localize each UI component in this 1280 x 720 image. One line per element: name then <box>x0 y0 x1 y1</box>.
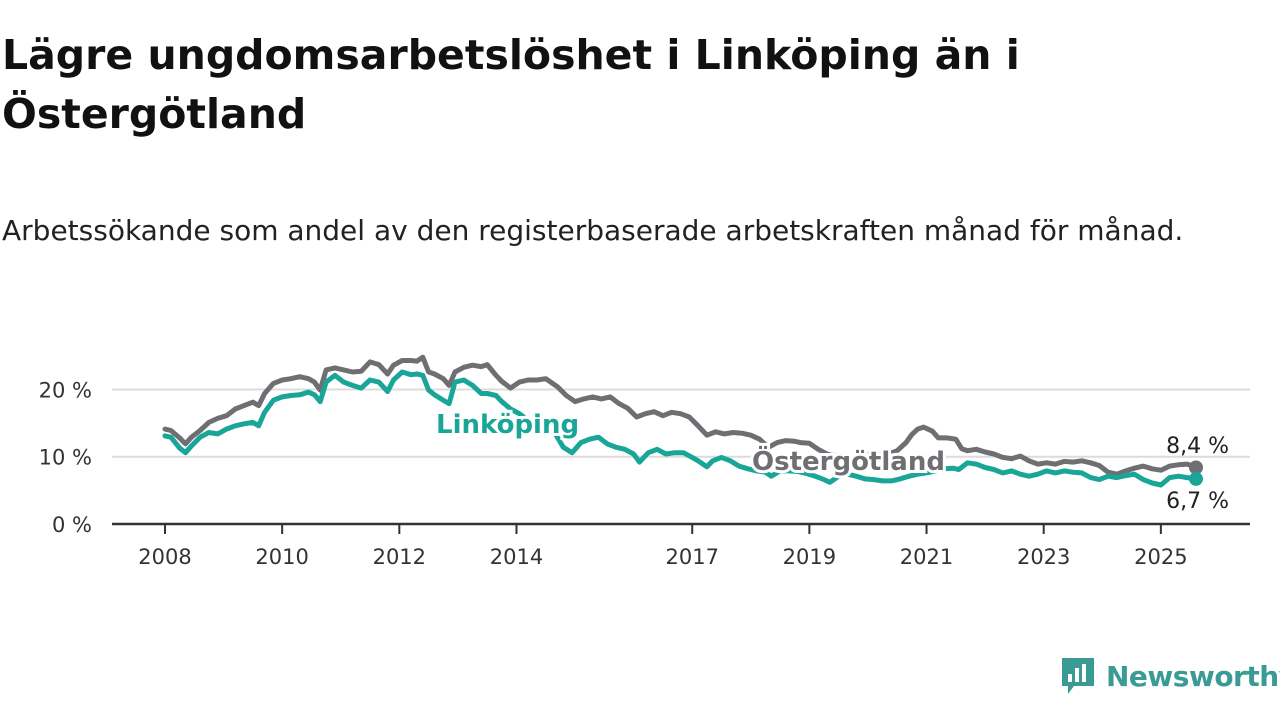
x-tick-label: 2017 <box>665 545 718 569</box>
end-point-ostergotland <box>1189 460 1203 475</box>
x-tick-label: 2008 <box>138 545 191 569</box>
gridlines <box>112 388 1250 458</box>
y-tick-label: 20 % <box>39 378 92 402</box>
series-label-linkoping: Linköping <box>436 410 579 440</box>
x-tick-label: 2010 <box>255 545 308 569</box>
y-tick-label: 10 % <box>39 446 92 470</box>
x-tick-label: 2021 <box>900 545 953 569</box>
chart-labels: Linköping Östergötland 8,4 % 6,7 % <box>433 407 1229 514</box>
x-tick-label: 2012 <box>373 545 426 569</box>
series-lines <box>162 354 1203 488</box>
axes: 0 % 10 % 20 % 2008 2010 2012 2014 2017 2019 2021 2… <box>39 378 1250 569</box>
x-tick-label: 2019 <box>783 545 836 569</box>
x-tick-label: 2023 <box>1017 545 1070 569</box>
brand-logo: Newsworthy <box>1060 654 1280 698</box>
series-line-ostergotland <box>162 354 1199 477</box>
newsworthy-logo-icon <box>1062 658 1094 694</box>
y-tick-label: 0 % <box>52 513 92 537</box>
series-line-linkoping <box>162 369 1199 488</box>
end-label-linkoping: 6,7 % <box>1166 489 1229 514</box>
x-tick-label: 2014 <box>490 545 543 569</box>
series-label-ostergotland: Östergötland <box>752 444 945 477</box>
brand-name: Newsworthy <box>1106 659 1280 693</box>
end-point-linkoping <box>1189 471 1203 486</box>
x-tick-label: 2025 <box>1134 545 1187 569</box>
chart-title: Lägre ungdomsarbetslöshet i Linköping än… <box>2 31 1020 138</box>
chart-subtitle: Arbetssökande som andel av den registerb… <box>2 214 1184 247</box>
end-label-ostergotland: 8,4 % <box>1166 434 1229 459</box>
